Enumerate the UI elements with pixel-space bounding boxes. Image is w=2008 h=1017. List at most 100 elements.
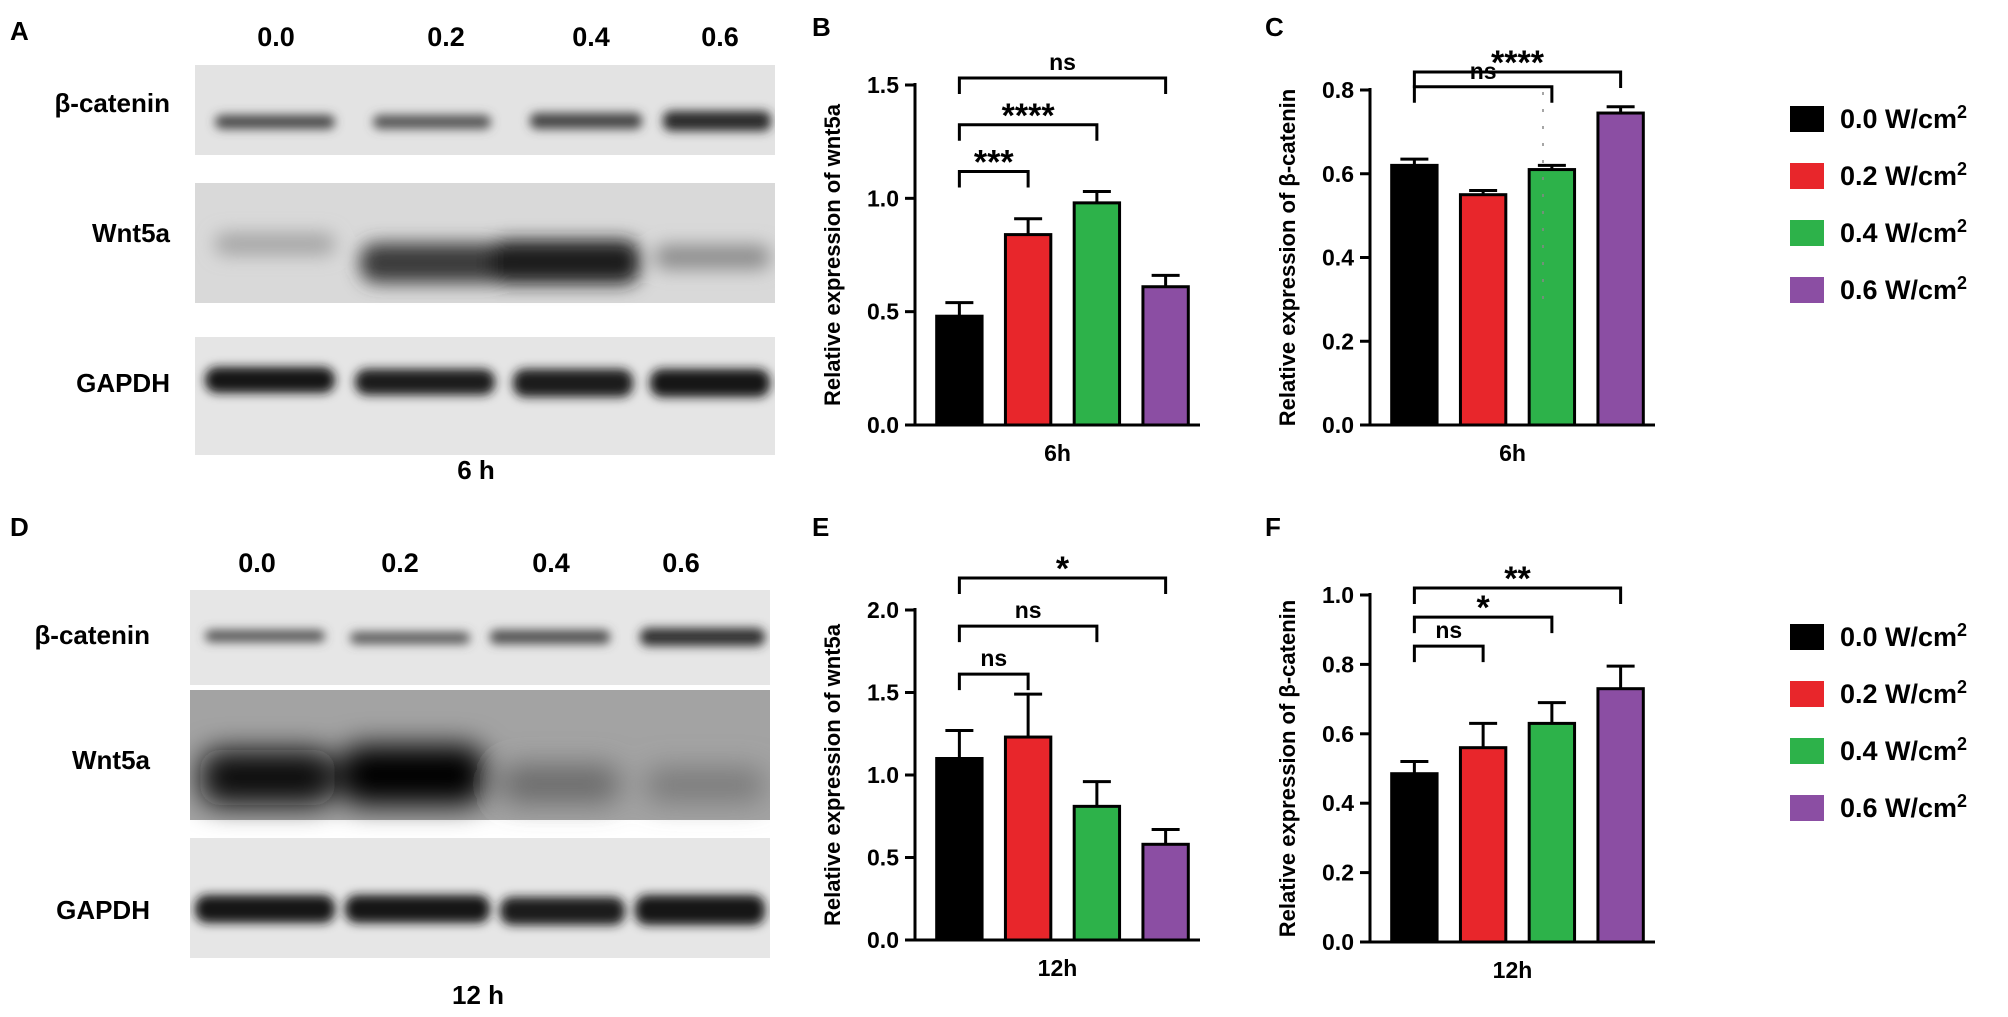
significance-bracket (1412, 586, 1623, 604)
bar (1390, 772, 1439, 944)
legend-label: 0.2 W/cm2 (1840, 159, 1968, 191)
bar (1141, 285, 1190, 427)
y-tick-label: 0.0 (1322, 412, 1354, 438)
y-tick-label: 0.5 (867, 299, 899, 325)
lane-label: 0.6 (662, 548, 700, 578)
bar (935, 314, 984, 427)
bar (1003, 735, 1053, 942)
blot-row-label: Wnt5a (92, 218, 170, 248)
significance-label: **** (1002, 97, 1056, 135)
bar (1458, 193, 1508, 427)
legend-item: 0.6 W/cm2 (1790, 791, 1967, 824)
legend-swatch (1790, 623, 1824, 650)
significance-bracket (1412, 85, 1554, 103)
lane-label: 0.6 (701, 22, 739, 52)
significance-label: * (1056, 550, 1070, 588)
y-tick-label: 0.6 (1322, 161, 1354, 187)
blot-row-label: β-catenin (54, 88, 170, 118)
bar (1596, 687, 1645, 944)
bar (1003, 233, 1053, 427)
chart-f-bcatenin-12h: 0.0 0.2 0.4 0.6 0.8 1.0 Relative expression of… (1275, 560, 1655, 983)
y-tick-label: 1.0 (867, 185, 899, 211)
bar (935, 757, 984, 942)
lane-label: 0.0 (238, 548, 276, 578)
y-tick-label: 0.0 (867, 927, 899, 953)
significance-label: ** (1504, 560, 1531, 598)
legend-label: 0.6 W/cm2 (1840, 273, 1968, 305)
chart-c-bcatenin-6h: 0.0 0.2 0.4 0.6 0.8 Relative expression of β-… (1275, 44, 1655, 466)
bar (1458, 746, 1508, 944)
blot-row-label: Wnt5a (72, 745, 150, 775)
panel-label-f: F (1265, 512, 1281, 542)
lane-label: 0.2 (381, 548, 419, 578)
bar (1072, 201, 1122, 427)
y-tick-label: 1.0 (867, 762, 899, 788)
significance-label: ns (1015, 597, 1042, 623)
panel-label-e: E (812, 512, 830, 542)
y-tick-label: 0.8 (1322, 651, 1354, 677)
bar (1141, 842, 1190, 942)
legend-swatch (1790, 162, 1824, 189)
blot-image-12h (190, 590, 770, 958)
y-tick-label: 0.4 (1322, 245, 1354, 271)
panel-label-d: D (10, 512, 29, 542)
y-tick-label: 0.8 (1322, 77, 1354, 103)
lane-label: 0.0 (257, 22, 295, 52)
significance-label: ns (980, 645, 1007, 671)
bar (1527, 168, 1577, 427)
significance-bracket (957, 76, 1168, 94)
legend-swatch (1790, 737, 1824, 764)
y-tick-label: 1.0 (1322, 582, 1354, 608)
divider-line (1542, 92, 1544, 302)
y-axis-label: Relative expression of wnt5a (820, 103, 845, 406)
x-axis-label: 12h (1493, 957, 1533, 983)
lane-label: 0.4 (532, 548, 570, 578)
x-axis-label: 6h (1044, 440, 1071, 466)
panel-label-a: A (10, 16, 29, 46)
blot-row-label: GAPDH (76, 368, 170, 398)
chart-b-wnt5a-6h: 0.0 0.5 1.0 1.5 Relative expression of wnt5a… (820, 49, 1200, 466)
significance-bracket (957, 123, 1099, 141)
bar (1390, 163, 1439, 427)
blot-time-label: 12 h (451, 980, 505, 1010)
legend-label: 0.4 W/cm2 (1840, 734, 1968, 766)
significance-bracket (957, 672, 1030, 691)
legend-item: 0.6 W/cm2 (1790, 273, 1967, 306)
y-tick-label: 1.5 (867, 72, 899, 98)
bar (1596, 111, 1645, 427)
x-axis-label: 6h (1499, 440, 1526, 466)
legend-swatch (1790, 680, 1824, 707)
blot-row-label: β-catenin (34, 620, 150, 650)
significance-label: ns (1470, 58, 1497, 84)
bar (1072, 804, 1122, 942)
legend-swatch (1790, 219, 1824, 246)
significance-label: ns (1049, 49, 1076, 75)
legend-swatch (1790, 794, 1824, 821)
legend-item: 0.0 W/cm2 (1790, 620, 1967, 653)
y-tick-label: 1.5 (867, 680, 899, 706)
significance-bracket (1412, 644, 1485, 663)
legend-label: 0.0 W/cm2 (1840, 620, 1968, 652)
legend-label: 0.6 W/cm2 (1840, 791, 1968, 823)
y-axis-label: Relative expression of β-catenin (1275, 600, 1300, 937)
legend-item: 0.4 W/cm2 (1790, 216, 1967, 249)
significance-bracket (957, 576, 1168, 594)
legend-swatch (1790, 105, 1824, 132)
legend-item: 0.2 W/cm2 (1790, 677, 1967, 710)
blot-time-label: 6 h (457, 455, 495, 485)
y-tick-label: 0.6 (1322, 721, 1354, 747)
y-axis-label: Relative expression of β-catenin (1275, 89, 1300, 426)
blot-row-label: GAPDH (56, 895, 150, 925)
significance-bracket (957, 170, 1030, 188)
panel-label-c: C (1265, 12, 1284, 42)
legend-label: 0.2 W/cm2 (1840, 677, 1968, 709)
lane-label: 0.2 (427, 22, 465, 52)
blot-image-6h (195, 65, 775, 455)
significance-label: ns (1435, 617, 1462, 643)
legend-item: 0.0 W/cm2 (1790, 102, 1967, 135)
significance-label: *** (974, 144, 1014, 182)
bar (1527, 721, 1577, 944)
lane-label: 0.4 (572, 22, 610, 52)
x-axis-label: 12h (1038, 955, 1078, 981)
legend-item: 0.2 W/cm2 (1790, 159, 1967, 192)
